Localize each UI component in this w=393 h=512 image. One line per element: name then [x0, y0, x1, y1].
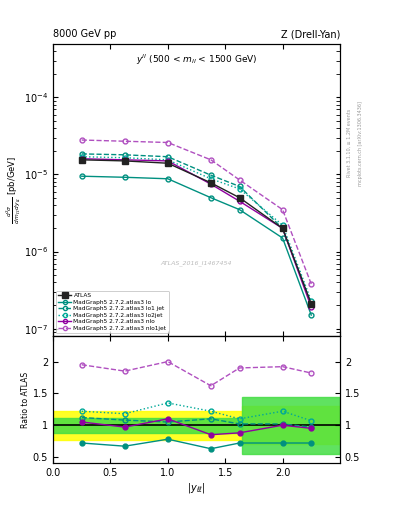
Y-axis label: Ratio to ATLAS: Ratio to ATLAS [21, 372, 30, 428]
ATLAS [165, 160, 170, 166]
Bar [242, 397, 340, 454]
MadGraph5 2.7.2.atlas3 lo [209, 195, 213, 201]
Text: Z (Drell-Yan): Z (Drell-Yan) [281, 29, 340, 39]
MadGraph5 2.7.2.atlas3 lo1jet [79, 151, 84, 157]
MadGraph5 2.7.2.atlas3 lo2jet [165, 157, 170, 163]
MadGraph5 2.7.2.atlas3 lo [79, 173, 84, 179]
Line: MadGraph5 2.7.2.atlas3 lo2jet: MadGraph5 2.7.2.atlas3 lo2jet [79, 154, 314, 303]
MadGraph5 2.7.2.atlas3 nlo1jet [237, 177, 242, 183]
ATLAS [309, 301, 314, 307]
Line: ATLAS: ATLAS [79, 157, 314, 307]
MadGraph5 2.7.2.atlas3 lo1jet [123, 152, 127, 158]
ATLAS [209, 180, 213, 186]
Text: 8000 GeV pp: 8000 GeV pp [53, 29, 116, 39]
Bar [242, 406, 340, 444]
Line: MadGraph5 2.7.2.atlas3 lo: MadGraph5 2.7.2.atlas3 lo [79, 174, 314, 317]
MadGraph5 2.7.2.atlas3 lo2jet [280, 222, 285, 228]
MadGraph5 2.7.2.atlas3 lo1jet [280, 225, 285, 231]
MadGraph5 2.7.2.atlas3 nlo [309, 304, 314, 310]
Text: $y^{ll}$ (500 < $m_{ll}$ < 1500 GeV): $y^{ll}$ (500 < $m_{ll}$ < 1500 GeV) [136, 52, 257, 67]
MadGraph5 2.7.2.atlas3 nlo1jet [123, 138, 127, 144]
MadGraph5 2.7.2.atlas3 lo2jet [237, 186, 242, 192]
Text: ATLAS_2016_I1467454: ATLAS_2016_I1467454 [161, 260, 232, 266]
Text: mcplots.cern.ch [arXiv:1306.3436]: mcplots.cern.ch [arXiv:1306.3436] [358, 101, 364, 186]
MadGraph5 2.7.2.atlas3 lo2jet [309, 297, 314, 304]
MadGraph5 2.7.2.atlas3 nlo [209, 181, 213, 187]
MadGraph5 2.7.2.atlas3 nlo1jet [280, 206, 285, 212]
MadGraph5 2.7.2.atlas3 lo1jet [237, 183, 242, 189]
MadGraph5 2.7.2.atlas3 lo2jet [123, 155, 127, 161]
Line: MadGraph5 2.7.2.atlas3 nlo1jet: MadGraph5 2.7.2.atlas3 nlo1jet [79, 138, 314, 286]
Line: MadGraph5 2.7.2.atlas3 nlo: MadGraph5 2.7.2.atlas3 nlo [79, 156, 314, 310]
MadGraph5 2.7.2.atlas3 lo [280, 235, 285, 241]
Line: MadGraph5 2.7.2.atlas3 lo1jet: MadGraph5 2.7.2.atlas3 lo1jet [79, 152, 314, 306]
MadGraph5 2.7.2.atlas3 lo [237, 206, 242, 212]
Text: Rivet 3.1.10, ≥ 1.2M events: Rivet 3.1.10, ≥ 1.2M events [347, 109, 352, 178]
MadGraph5 2.7.2.atlas3 nlo [79, 156, 84, 162]
MadGraph5 2.7.2.atlas3 nlo [165, 158, 170, 164]
ATLAS [280, 225, 285, 231]
ATLAS [123, 158, 127, 164]
ATLAS [79, 157, 84, 163]
MadGraph5 2.7.2.atlas3 lo [309, 312, 314, 318]
MadGraph5 2.7.2.atlas3 lo1jet [209, 172, 213, 178]
Bar [53, 418, 242, 433]
MadGraph5 2.7.2.atlas3 nlo [280, 225, 285, 231]
MadGraph5 2.7.2.atlas3 lo [165, 176, 170, 182]
MadGraph5 2.7.2.atlas3 lo2jet [79, 154, 84, 160]
Legend: ATLAS, MadGraph5 2.7.2.atlas3 lo, MadGraph5 2.7.2.atlas3 lo1 jet, MadGraph5 2.7.: ATLAS, MadGraph5 2.7.2.atlas3 lo, MadGra… [56, 291, 169, 333]
MadGraph5 2.7.2.atlas3 nlo [123, 157, 127, 163]
Y-axis label: $\frac{d^2\sigma}{d\,m_{\ell\ell}\,dy_{\ell\ell}}$ [pb/GeV]: $\frac{d^2\sigma}{d\,m_{\ell\ell}\,dy_{\… [5, 156, 23, 224]
Bar [53, 411, 242, 440]
MadGraph5 2.7.2.atlas3 lo [123, 174, 127, 180]
MadGraph5 2.7.2.atlas3 nlo [237, 198, 242, 204]
MadGraph5 2.7.2.atlas3 lo1jet [165, 154, 170, 160]
MadGraph5 2.7.2.atlas3 lo2jet [209, 176, 213, 182]
MadGraph5 2.7.2.atlas3 nlo1jet [79, 137, 84, 143]
MadGraph5 2.7.2.atlas3 nlo1jet [165, 139, 170, 145]
MadGraph5 2.7.2.atlas3 nlo1jet [309, 281, 314, 287]
MadGraph5 2.7.2.atlas3 lo1jet [309, 301, 314, 307]
ATLAS [237, 195, 242, 201]
MadGraph5 2.7.2.atlas3 nlo1jet [209, 157, 213, 163]
X-axis label: $|y_{\ell\ell}|$: $|y_{\ell\ell}|$ [187, 481, 206, 495]
